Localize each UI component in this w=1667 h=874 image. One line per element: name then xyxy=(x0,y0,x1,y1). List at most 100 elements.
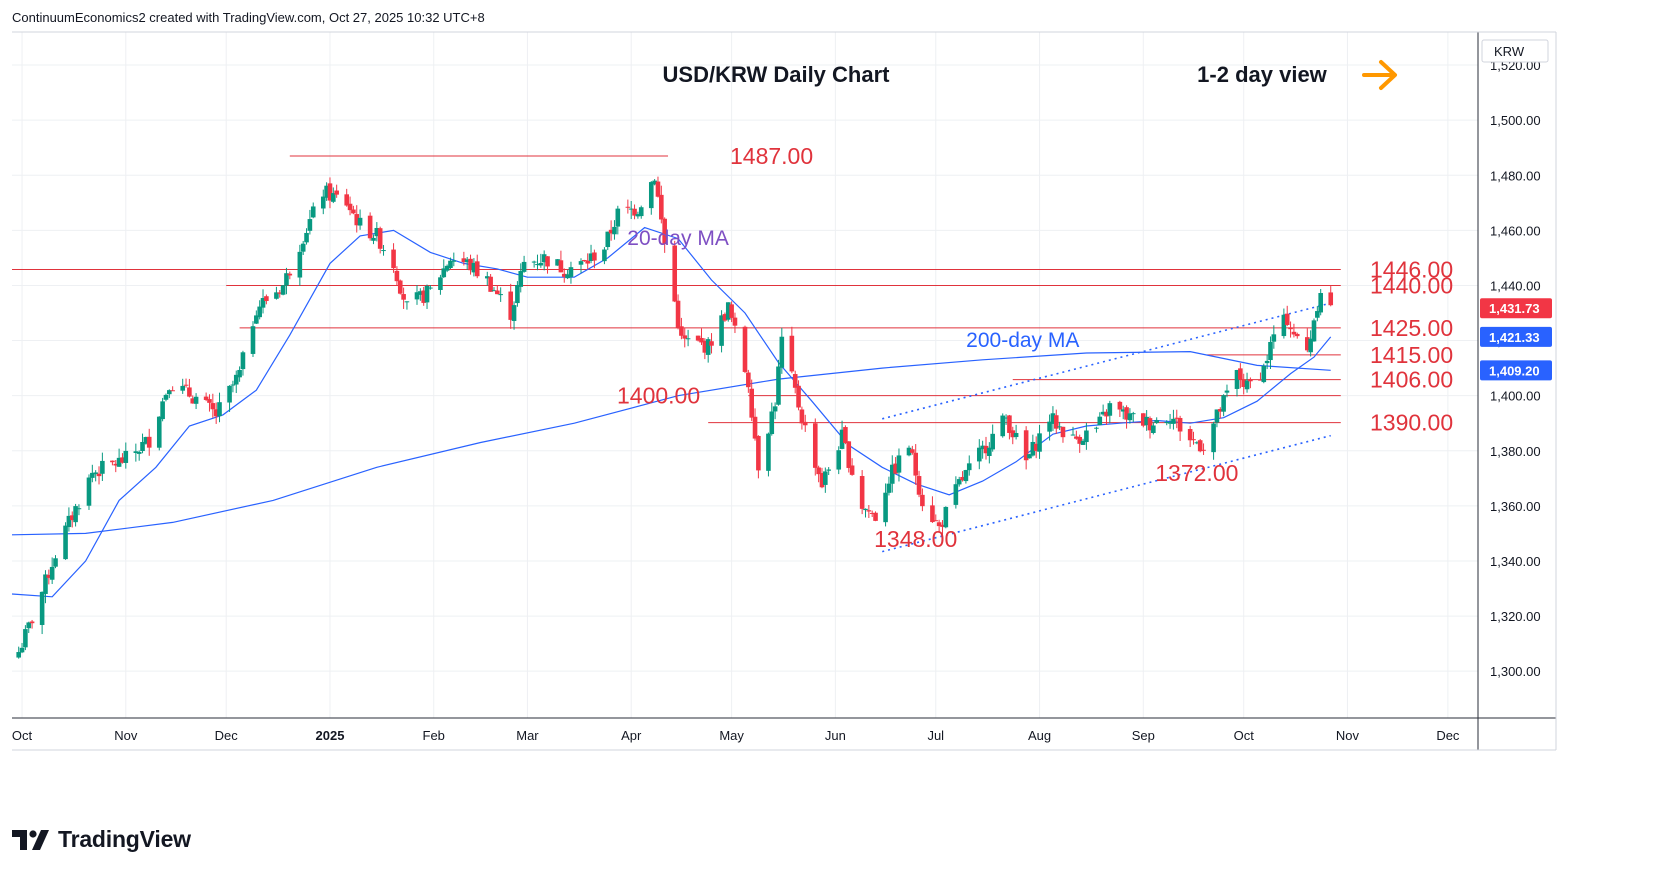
candle-body xyxy=(1217,409,1223,412)
candle-body xyxy=(167,390,172,395)
candle-body xyxy=(1151,425,1156,433)
candle-body xyxy=(920,494,925,507)
candle xyxy=(1241,373,1247,395)
candle xyxy=(397,279,403,295)
candle xyxy=(916,470,922,498)
candle xyxy=(1258,372,1263,381)
y-tick-label: 1,500.00 xyxy=(1490,113,1541,128)
currency-label: KRW xyxy=(1494,44,1525,59)
candle-body xyxy=(535,264,540,266)
candle xyxy=(1268,336,1273,369)
price-label-badge xyxy=(1480,326,1552,347)
candle xyxy=(839,420,845,450)
candle-body xyxy=(916,476,922,495)
candle xyxy=(401,287,406,309)
candle-body xyxy=(722,314,728,321)
candle-body xyxy=(729,304,734,318)
candle xyxy=(1060,426,1066,443)
candle-body xyxy=(933,520,939,522)
candle xyxy=(863,508,868,518)
candle-body xyxy=(1241,379,1247,387)
candle xyxy=(484,271,490,286)
candle-body xyxy=(1013,432,1019,438)
candle xyxy=(1124,405,1129,429)
candle xyxy=(679,317,684,340)
candle xyxy=(76,504,82,516)
candle xyxy=(16,646,21,659)
candle-body xyxy=(578,261,584,265)
candle-body xyxy=(863,508,868,511)
candle-body xyxy=(210,403,216,410)
tradingview-logo[interactable]: TradingView xyxy=(12,826,191,853)
candle-body xyxy=(679,326,684,336)
candle xyxy=(1080,438,1086,446)
candle-body xyxy=(351,209,356,214)
candle xyxy=(451,252,457,267)
candle-body xyxy=(826,469,831,471)
candle-body xyxy=(170,390,175,392)
candle xyxy=(729,301,734,323)
candle xyxy=(953,476,959,509)
candle-body xyxy=(344,194,350,206)
candle xyxy=(873,511,878,522)
candle xyxy=(468,254,473,275)
candle xyxy=(274,286,279,300)
candle xyxy=(1100,404,1106,416)
chart-title: USD/KRW Daily Chart xyxy=(663,62,891,87)
candle-body xyxy=(608,229,614,234)
candle xyxy=(749,379,754,422)
candle-body xyxy=(488,276,493,292)
candle-body xyxy=(682,335,688,339)
candle-body xyxy=(123,450,129,463)
candle xyxy=(1097,412,1103,426)
candle xyxy=(1030,434,1036,457)
candle xyxy=(1000,413,1006,438)
candle-body xyxy=(672,245,678,302)
candle xyxy=(779,327,785,374)
candle-body xyxy=(230,384,236,386)
candle xyxy=(672,240,678,303)
candle xyxy=(264,294,269,305)
candle-body xyxy=(1050,413,1056,424)
candle-body xyxy=(49,566,55,580)
candle xyxy=(582,259,587,262)
candle-body xyxy=(836,450,842,470)
candle-body xyxy=(655,181,661,197)
candle xyxy=(237,366,242,382)
candle xyxy=(474,254,480,279)
candle xyxy=(638,205,644,219)
candle-body xyxy=(1077,436,1083,444)
y-tick-label: 1,440.00 xyxy=(1490,278,1541,293)
candle xyxy=(347,196,353,216)
candle-body xyxy=(936,522,942,527)
candle-body xyxy=(1030,441,1036,456)
candle xyxy=(756,435,761,479)
annotation-label: 1348.00 xyxy=(874,526,957,552)
candle xyxy=(424,284,430,309)
candle-body xyxy=(1311,320,1317,342)
candle-body xyxy=(63,525,68,560)
candle xyxy=(1070,426,1076,436)
candle xyxy=(53,555,58,569)
candle xyxy=(1264,354,1270,370)
candle-body xyxy=(987,447,992,456)
candle-body xyxy=(531,261,537,263)
candle-body xyxy=(257,306,262,318)
candle xyxy=(1318,288,1323,316)
candle-body xyxy=(632,208,637,216)
candle xyxy=(896,448,902,482)
level-label: 1425.00 xyxy=(1370,315,1453,341)
candle xyxy=(960,471,965,482)
candle xyxy=(766,432,771,477)
candle xyxy=(46,569,52,585)
candle xyxy=(1194,441,1200,445)
candle xyxy=(495,285,500,295)
candle-body xyxy=(565,274,570,279)
trendlines xyxy=(882,302,1331,553)
x-tick-label: Mar xyxy=(516,728,539,743)
candle-body xyxy=(1315,311,1320,318)
candle-body xyxy=(1120,409,1126,412)
candle-body xyxy=(802,421,808,426)
candle-body xyxy=(374,227,380,237)
